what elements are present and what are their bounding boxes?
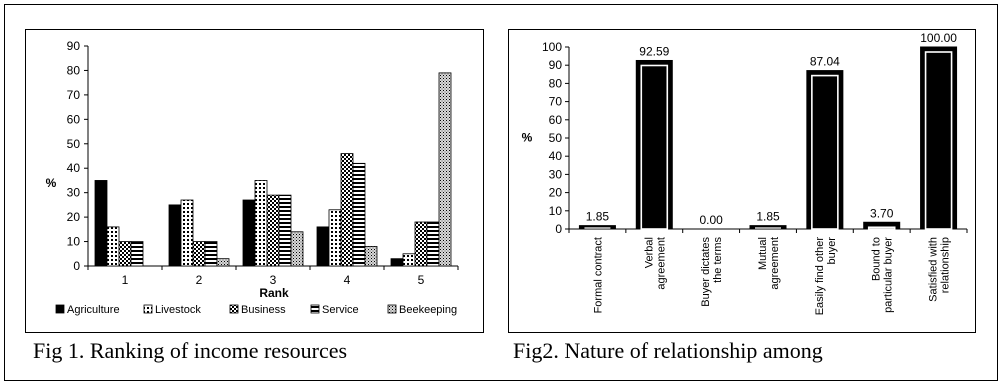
fig1-y-tick-label: 40 — [67, 161, 81, 175]
fig1-y-tick-label: 50 — [67, 137, 81, 151]
fig1-bar — [216, 258, 230, 267]
fig2-bar-highlight — [924, 51, 953, 230]
fig1-bar — [340, 153, 354, 267]
fig1-legend-label: Agriculture — [67, 304, 120, 316]
fig1-y-tick-label: 70 — [67, 88, 81, 102]
fig1-y-tick-label: 20 — [67, 210, 81, 224]
fig1-bar — [390, 258, 404, 267]
fig1-bar — [266, 194, 280, 267]
fig1-y-axis-label: % — [46, 176, 57, 190]
fig2-chart-svg: 0 10 20 30 40 50 60 70 80 90 100% 1.85 Formal contra… — [522, 31, 968, 316]
fig1-x-axis-label: Rank — [259, 286, 289, 300]
fig1-bar — [426, 221, 440, 267]
fig1-bar — [204, 241, 218, 267]
fig2-y-tick-label: 50 — [549, 131, 563, 145]
fig1-x-tick-label: 3 — [270, 273, 277, 287]
fig1-x-tick-label: 1 — [122, 273, 129, 287]
fig2-y-tick-label: 80 — [549, 76, 563, 90]
fig1-bar — [402, 253, 416, 267]
fig2-category-label: agreement — [655, 237, 667, 290]
fig2-data-label: 3.70 — [870, 206, 894, 220]
fig1-bar — [316, 226, 330, 267]
chart-panel-fig1: 0 10 20 30 40 50 60 70 80 90% 1 2 3 4 5 Rank Agriculture… — [25, 29, 484, 333]
fig2-data-label: 1.85 — [756, 210, 780, 224]
fig1-bar — [328, 209, 342, 267]
fig2-y-tick-label: 40 — [549, 149, 563, 163]
fig1-bar — [290, 231, 304, 267]
fig2-category-label: relationship — [940, 237, 952, 293]
fig2-data-label: 0.00 — [699, 213, 723, 227]
fig1-y-tick-label: 10 — [67, 235, 81, 249]
fig1-bar — [130, 241, 144, 267]
fig1-bar — [192, 241, 206, 267]
fig1-bar — [118, 241, 132, 267]
fig2-bar-highlight — [811, 74, 839, 230]
fig2-bar — [920, 46, 958, 230]
fig1-legend-label: Livestock — [155, 304, 201, 316]
fig2-y-tick-label: 20 — [549, 186, 563, 200]
fig1-x-tick-label: 4 — [344, 273, 351, 287]
fig2-category-label: Easily find other — [814, 237, 826, 316]
fig1-legend-swatch — [387, 304, 397, 314]
fig1-y-tick-label: 90 — [67, 39, 81, 53]
fig1-x-tick-label: 2 — [196, 273, 203, 287]
fig1-legend-swatch — [310, 304, 320, 314]
fig1-bar — [168, 204, 182, 267]
fig1-legend-swatch — [143, 304, 153, 314]
fig2-category-label: buyer — [826, 237, 838, 265]
fig2-data-label: 92.59 — [639, 44, 669, 58]
fig2-y-tick-label: 0 — [555, 222, 562, 236]
fig2-category-label: agreement — [769, 237, 781, 290]
fig1-y-tick-label: 60 — [67, 112, 81, 126]
fig2-bar — [635, 59, 673, 230]
fig2-category-label: particular buyer — [883, 237, 895, 313]
fig1-bar — [254, 180, 268, 267]
fig2-bar — [578, 225, 616, 230]
fig2-category-label: Bound to — [871, 237, 883, 281]
fig1-bar — [364, 246, 378, 267]
fig1-y-tick-label: 0 — [73, 259, 80, 273]
fig1-bar — [106, 226, 120, 267]
fig1-bar — [352, 162, 366, 267]
fig2-bar-highlight — [867, 226, 896, 230]
fig2-y-tick-label: 90 — [549, 58, 563, 72]
fig2-y-tick-label: 100 — [542, 40, 562, 54]
fig2-data-label: 100.00 — [920, 31, 957, 45]
fig2-bar-highlight — [640, 64, 669, 230]
fig1-caption: Fig 1. Ranking of income resources — [33, 338, 348, 363]
fig1-y-tick-label: 30 — [67, 186, 81, 200]
fig2-category-label: the terms — [712, 237, 724, 283]
fig2-y-tick-label: 30 — [549, 167, 563, 181]
fig2-category-label: Buyer dictates — [700, 237, 712, 307]
fig2-y-axis-label: % — [522, 131, 533, 145]
fig1-bar — [242, 199, 256, 267]
fig2-y-tick-label: 70 — [549, 95, 563, 109]
fig2-y-tick-label: 10 — [549, 204, 563, 218]
fig1-y-tick-label: 80 — [67, 63, 81, 77]
fig2-y-tick-label: 60 — [549, 113, 563, 127]
fig1-x-tick-label: 5 — [418, 273, 425, 287]
fig2-data-label: 87.04 — [810, 55, 840, 69]
fig1-legend-label: Service — [322, 304, 359, 316]
fig2-category-label: Verbal — [643, 237, 655, 268]
fig2-caption: Fig2. Nature of relationship among — [513, 338, 823, 363]
fig1-bar — [278, 194, 292, 267]
fig1-bar — [414, 221, 428, 267]
fig2-data-label: 1.85 — [586, 210, 610, 224]
fig2-bar — [806, 70, 844, 230]
chart-panel-fig2: 0 10 20 30 40 50 60 70 80 90 100% 1.85 Formal contra… — [508, 29, 976, 333]
fig1-legend-swatch — [229, 304, 239, 314]
fig2-bar — [749, 225, 787, 230]
fig1-bar — [180, 199, 194, 267]
fig1-bar — [94, 180, 108, 267]
fig1-chart-svg: 0 10 20 30 40 50 60 70 80 90% 1 2 3 4 5 Rank Agriculture… — [46, 39, 459, 316]
fig2-category-label: Mutual — [757, 237, 769, 270]
fig2-category-label: Satisfied with — [928, 237, 940, 302]
fig2-category-label: Formal contract — [592, 237, 604, 313]
fig1-legend-label: Business — [241, 304, 286, 316]
fig1-legend-label: Beekeeping — [399, 304, 457, 316]
fig1-legend-swatch — [55, 304, 65, 314]
fig1-bar — [438, 72, 452, 267]
